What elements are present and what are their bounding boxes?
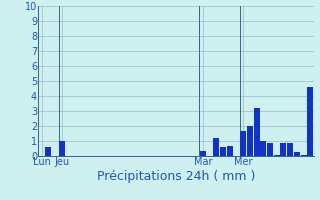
Bar (300, 154, 307, 156)
Bar (59, 141, 65, 156)
Bar (307, 87, 313, 156)
Bar (274, 154, 280, 156)
Bar (260, 141, 266, 156)
Bar (213, 138, 219, 156)
Bar (267, 142, 273, 156)
Bar (45, 147, 52, 156)
Bar (280, 143, 286, 156)
Bar (294, 152, 300, 156)
Bar (200, 151, 206, 156)
Bar (287, 142, 293, 156)
Bar (240, 130, 246, 156)
X-axis label: Précipitations 24h ( mm ): Précipitations 24h ( mm ) (97, 170, 255, 183)
Bar (247, 126, 253, 156)
Bar (220, 147, 226, 156)
Bar (253, 108, 260, 156)
Bar (227, 146, 233, 156)
